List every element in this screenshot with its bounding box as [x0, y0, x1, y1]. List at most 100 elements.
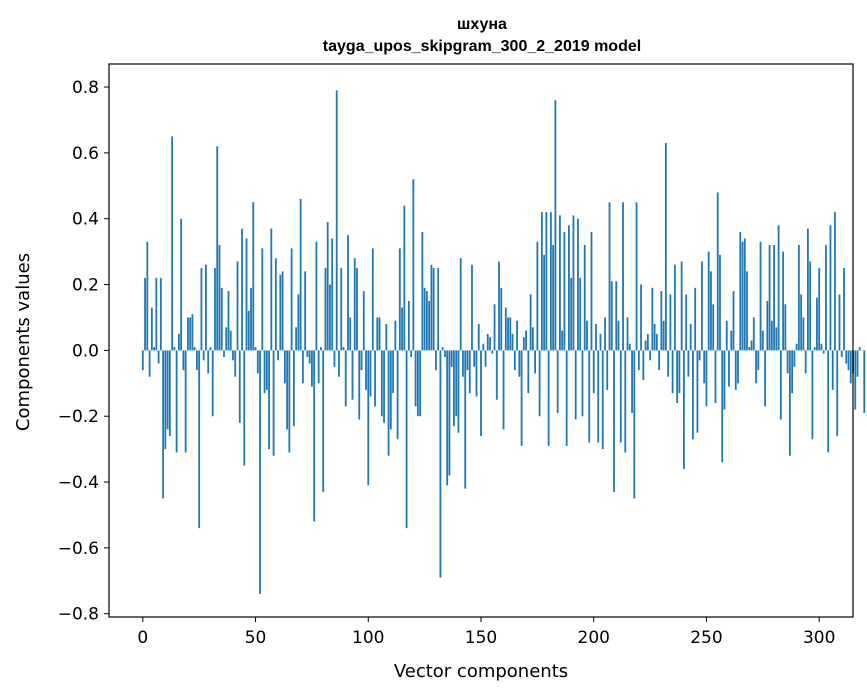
y-tick-label: 0.6 [72, 144, 99, 164]
bar-159 [500, 287, 503, 351]
bar-111 [392, 350, 394, 394]
bar-202 [597, 350, 600, 443]
bar-16 [177, 333, 180, 351]
bar-41 [234, 350, 237, 377]
bar-316 [854, 350, 857, 410]
bar-17 [180, 218, 183, 351]
bar-154 [489, 337, 491, 351]
bar-290 [795, 343, 798, 351]
bar-220 [637, 350, 640, 371]
bar-155 [491, 350, 494, 354]
bar-306 [831, 350, 834, 390]
bar-317 [856, 350, 859, 377]
bar-245 [694, 287, 697, 351]
bar-183 [554, 100, 557, 351]
bar-123 [419, 350, 422, 417]
bar-125 [423, 287, 426, 351]
bar-272 [755, 350, 757, 384]
bar-84 [331, 238, 334, 351]
bar-43 [238, 350, 241, 423]
bar-58 [272, 350, 275, 456]
bar-99 [365, 350, 367, 390]
bar-208 [610, 281, 613, 351]
bar-284 [782, 251, 785, 351]
bar-78 [317, 350, 320, 384]
bar-299 [816, 297, 818, 351]
bar-113 [396, 350, 399, 440]
bar-66 [290, 248, 293, 351]
bar-117 [405, 350, 408, 529]
bar-47 [247, 310, 250, 351]
bar-232 [664, 143, 667, 351]
bar-27 [202, 350, 205, 361]
bar-265 [739, 231, 742, 351]
bar-40 [232, 350, 234, 361]
bar-198 [588, 350, 591, 443]
chart-title: шхуна [457, 16, 507, 33]
bar-132 [439, 350, 442, 578]
bar-152 [484, 350, 487, 367]
bar-42 [236, 261, 239, 351]
bar-7 [157, 350, 160, 364]
bar-226 [651, 287, 654, 351]
bar-131 [437, 268, 440, 351]
bar-158 [498, 261, 500, 351]
bar-178 [543, 254, 546, 351]
bar-174 [534, 350, 537, 374]
bar-86 [335, 90, 338, 351]
bar-296 [809, 261, 812, 351]
bar-127 [428, 301, 431, 351]
bar-120 [412, 179, 415, 351]
bar-172 [529, 294, 532, 351]
bar-87 [338, 350, 340, 377]
y-tick-label: −0.6 [58, 539, 99, 559]
bar-128 [430, 264, 433, 351]
bar-243 [689, 324, 692, 351]
bar-37 [225, 327, 228, 351]
bar-139 [455, 350, 458, 417]
bar-180 [547, 350, 550, 446]
bar-137 [450, 350, 453, 367]
bars-group [141, 90, 866, 594]
bar-105 [378, 317, 381, 351]
bar-223 [644, 340, 647, 351]
bar-23 [193, 347, 196, 351]
bar-167 [518, 350, 521, 377]
bar-191 [572, 215, 575, 351]
bar-71 [301, 350, 304, 384]
bar-212 [619, 350, 622, 443]
bar-65 [288, 350, 291, 453]
y-axis-label: Components values [13, 253, 34, 431]
bar-193 [577, 218, 579, 351]
bar-279 [770, 320, 773, 351]
bar-21 [189, 317, 192, 351]
bar-144 [466, 350, 469, 371]
bar-189 [568, 225, 570, 351]
bar-207 [608, 202, 611, 351]
bar-308 [836, 350, 839, 436]
bar-288 [791, 350, 794, 394]
bar-25 [198, 350, 201, 529]
bar-234 [669, 294, 672, 351]
bar-30 [209, 347, 212, 351]
bar-229 [658, 350, 661, 371]
bar-248 [701, 261, 703, 351]
bar-161 [504, 307, 507, 351]
bar-301 [820, 343, 823, 351]
bar-281 [775, 327, 778, 351]
bar-250 [705, 350, 708, 407]
bar-242 [687, 350, 690, 377]
bar-262 [732, 291, 735, 351]
bar-121 [414, 350, 417, 407]
bar-148 [475, 350, 478, 397]
bar-241 [685, 294, 688, 351]
bar-264 [737, 350, 739, 384]
bar-256 [719, 254, 721, 351]
bar-257 [721, 350, 724, 463]
bar-143 [464, 350, 467, 489]
bar-70 [299, 198, 302, 351]
bar-20 [187, 317, 189, 351]
bar-309 [838, 294, 841, 351]
bar-239 [680, 261, 683, 351]
bar-81 [324, 268, 327, 351]
